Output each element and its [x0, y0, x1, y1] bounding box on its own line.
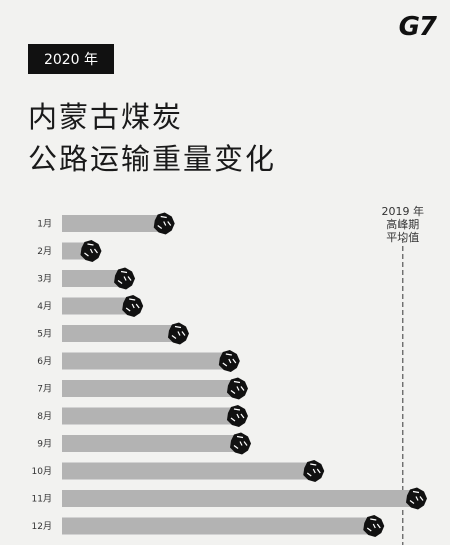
- bar: [62, 215, 164, 232]
- month-label: 10月: [32, 466, 52, 477]
- title-line-2: 公路运输重量变化: [28, 142, 277, 176]
- bar: [62, 435, 241, 452]
- coal-marker-highlight: [84, 243, 98, 257]
- reference-label: 高峰期: [386, 217, 419, 231]
- coal-marker: [122, 295, 144, 317]
- coal-marker-highlight: [117, 270, 132, 284]
- page-title: 内蒙古煤炭 公路运输重量变化: [28, 96, 276, 180]
- month-label: 2月: [37, 246, 52, 257]
- month-label: 12月: [32, 521, 52, 532]
- bar: [62, 325, 178, 342]
- coal-marker-highlight: [233, 435, 248, 449]
- coal-marker-highlight: [125, 298, 140, 312]
- coal-marker-highlight: [306, 463, 321, 477]
- bar: [62, 407, 237, 425]
- month-label: 4月: [37, 301, 52, 312]
- coal-marker-highlight: [157, 215, 172, 229]
- coal-marker-highlight: [171, 325, 186, 339]
- coal-marker: [167, 322, 189, 345]
- title-line-1: 内蒙古煤炭: [28, 100, 184, 134]
- coal-marker: [153, 212, 175, 235]
- coal-marker: [230, 432, 252, 455]
- coal-marker-highlight: [230, 380, 245, 394]
- month-label: 5月: [37, 329, 52, 340]
- coal-marker: [218, 350, 240, 372]
- bar: [62, 352, 229, 370]
- month-label: 7月: [37, 384, 52, 395]
- bar: [62, 380, 237, 397]
- coal-marker: [226, 377, 248, 400]
- month-label: 11月: [32, 494, 52, 505]
- coal-marker: [303, 460, 325, 482]
- coal-marker: [406, 487, 427, 510]
- g7-logo: G7: [398, 12, 437, 42]
- bar: [62, 490, 416, 507]
- bar: [62, 462, 314, 480]
- coal-marker: [363, 515, 385, 537]
- month-label: 3月: [37, 274, 52, 285]
- bar: [62, 297, 133, 315]
- coal-marker-highlight: [366, 518, 381, 532]
- coal-marker-highlight: [230, 408, 245, 422]
- coal-marker: [226, 405, 248, 427]
- year-badge: 2020 年: [28, 44, 114, 74]
- month-label: 9月: [37, 439, 52, 450]
- coal-marker: [80, 240, 102, 262]
- coal-marker: [114, 267, 136, 290]
- coal-marker-highlight: [222, 353, 237, 367]
- bar: [62, 270, 125, 287]
- reference-label: 平均值: [386, 231, 419, 244]
- reference-label: 2019 年: [382, 204, 425, 218]
- month-label: 1月: [37, 219, 52, 230]
- month-label: 6月: [37, 356, 52, 367]
- coal-marker-highlight: [409, 490, 424, 504]
- month-label: 8月: [37, 411, 52, 422]
- bar: [62, 517, 374, 535]
